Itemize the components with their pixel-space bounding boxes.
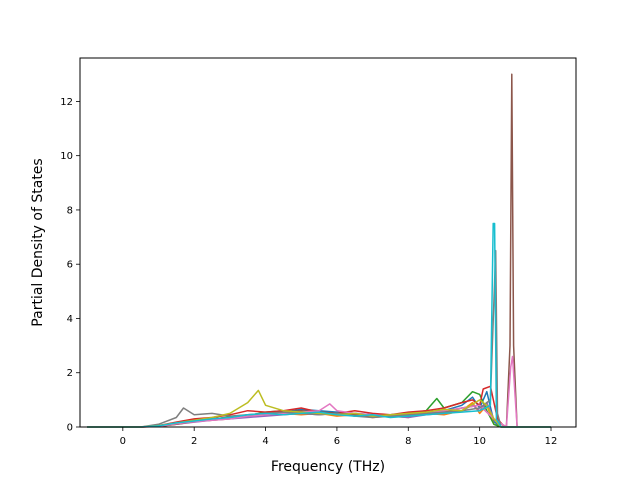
y-tick-label: 4 <box>67 314 73 325</box>
x-tick-label: 6 <box>334 436 340 447</box>
x-tick-label: 2 <box>191 436 197 447</box>
x-axis-title: Frequency (THz) <box>271 459 385 475</box>
plot-frame <box>79 57 577 428</box>
y-tick-label: 6 <box>67 260 73 271</box>
series-line-9 <box>87 389 551 428</box>
tick-layer: 0 2 4 6 8 10 12 0 2 4 6 8 10 12 <box>60 97 557 447</box>
y-tick-label: 12 <box>60 97 73 108</box>
y-tick-label: 0 <box>67 423 73 434</box>
y-axis-title: Partial Density of States <box>30 158 46 326</box>
x-tick-label: 4 <box>262 436 268 447</box>
x-tick-label: 10 <box>473 436 486 447</box>
x-tick-label: 0 <box>120 436 126 447</box>
series-line-10 <box>87 222 551 428</box>
y-tick-label: 8 <box>67 205 73 216</box>
y-tick-label: 2 <box>67 368 73 379</box>
x-tick-label: 8 <box>405 436 411 447</box>
series-layer <box>87 73 551 428</box>
x-tick-label: 12 <box>545 436 558 447</box>
y-tick-label: 10 <box>60 151 73 162</box>
